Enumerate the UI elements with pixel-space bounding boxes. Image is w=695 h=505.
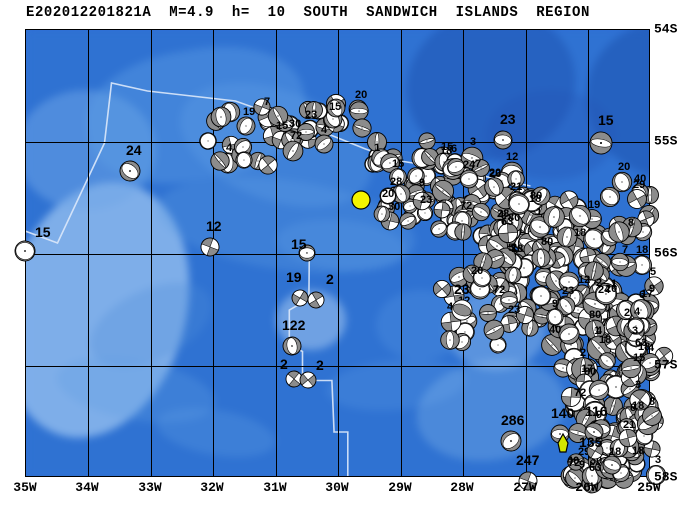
svg-text:18: 18: [632, 400, 644, 412]
svg-text:1: 1: [374, 142, 380, 154]
svg-text:20: 20: [618, 161, 630, 173]
svg-text:19: 19: [588, 199, 600, 211]
svg-text:12: 12: [506, 151, 518, 163]
svg-text:15: 15: [276, 120, 288, 132]
svg-text:4: 4: [634, 306, 641, 318]
svg-text:72: 72: [574, 387, 586, 399]
svg-text:23: 23: [562, 285, 574, 297]
svg-text:19: 19: [286, 269, 302, 285]
svg-text:24: 24: [598, 284, 611, 296]
svg-text:23: 23: [500, 111, 516, 127]
svg-text:7: 7: [475, 158, 481, 170]
svg-text:24: 24: [463, 159, 476, 171]
svg-text:2: 2: [326, 271, 334, 287]
svg-text:72: 72: [290, 130, 302, 142]
svg-text:20: 20: [471, 265, 483, 277]
svg-text:15: 15: [392, 158, 404, 170]
svg-text:12: 12: [578, 274, 590, 286]
svg-text:140: 140: [551, 405, 575, 421]
svg-text:2: 2: [280, 356, 288, 372]
svg-text:3: 3: [632, 325, 638, 337]
svg-text:9: 9: [419, 177, 425, 189]
svg-text:2: 2: [580, 347, 586, 359]
svg-text:4: 4: [226, 142, 233, 154]
svg-text:72: 72: [460, 200, 472, 212]
svg-text:7: 7: [622, 244, 628, 256]
svg-text:3: 3: [470, 136, 476, 148]
svg-text:3: 3: [635, 379, 641, 391]
svg-text:7: 7: [602, 317, 608, 329]
svg-text:4: 4: [648, 342, 655, 354]
svg-text:21: 21: [623, 419, 635, 431]
svg-text:19: 19: [243, 106, 255, 118]
svg-text:6: 6: [451, 143, 457, 155]
svg-text:4: 4: [321, 124, 328, 136]
svg-text:15: 15: [329, 101, 341, 113]
svg-text:21: 21: [510, 181, 522, 193]
svg-text:4: 4: [498, 209, 505, 221]
svg-text:6: 6: [639, 289, 645, 301]
svg-text:28: 28: [390, 176, 402, 188]
svg-text:18: 18: [529, 193, 541, 205]
svg-text:4: 4: [596, 325, 603, 337]
svg-text:72: 72: [493, 284, 505, 296]
svg-text:20: 20: [489, 167, 501, 179]
svg-text:15: 15: [291, 236, 307, 252]
svg-text:23: 23: [454, 281, 470, 297]
svg-text:5: 5: [650, 266, 656, 278]
svg-text:135: 135: [579, 434, 603, 450]
svg-text:23: 23: [305, 109, 317, 121]
svg-text:30: 30: [289, 118, 301, 130]
svg-text:20: 20: [382, 188, 394, 200]
svg-text:116: 116: [585, 403, 608, 419]
svg-text:247: 247: [516, 452, 540, 468]
svg-text:9: 9: [579, 459, 585, 471]
svg-text:8: 8: [628, 217, 634, 229]
svg-text:29: 29: [633, 179, 645, 191]
svg-text:3: 3: [655, 454, 661, 466]
svg-text:7: 7: [264, 96, 270, 108]
svg-text:30: 30: [388, 201, 400, 213]
svg-text:80: 80: [541, 236, 553, 248]
svg-text:122: 122: [282, 317, 306, 333]
svg-text:5: 5: [508, 242, 514, 254]
svg-text:8: 8: [649, 396, 655, 408]
svg-text:18: 18: [632, 445, 644, 457]
svg-text:63: 63: [635, 337, 647, 349]
svg-text:24: 24: [126, 142, 142, 158]
svg-text:15: 15: [598, 112, 614, 128]
svg-text:1: 1: [536, 206, 542, 218]
svg-text:17: 17: [581, 363, 593, 375]
svg-text:18: 18: [574, 227, 586, 239]
svg-text:2: 2: [316, 357, 324, 373]
svg-text:23: 23: [508, 304, 520, 316]
svg-text:12: 12: [206, 218, 222, 234]
svg-text:15: 15: [633, 352, 645, 364]
svg-text:15: 15: [35, 224, 51, 240]
svg-text:9: 9: [552, 298, 558, 310]
svg-text:18: 18: [636, 244, 648, 256]
svg-text:23: 23: [420, 194, 432, 206]
svg-text:20: 20: [355, 89, 367, 101]
svg-text:9: 9: [649, 283, 655, 295]
svg-text:80: 80: [589, 309, 601, 321]
svg-text:2: 2: [624, 307, 630, 319]
svg-text:286: 286: [501, 412, 525, 428]
svg-text:40: 40: [549, 324, 561, 336]
